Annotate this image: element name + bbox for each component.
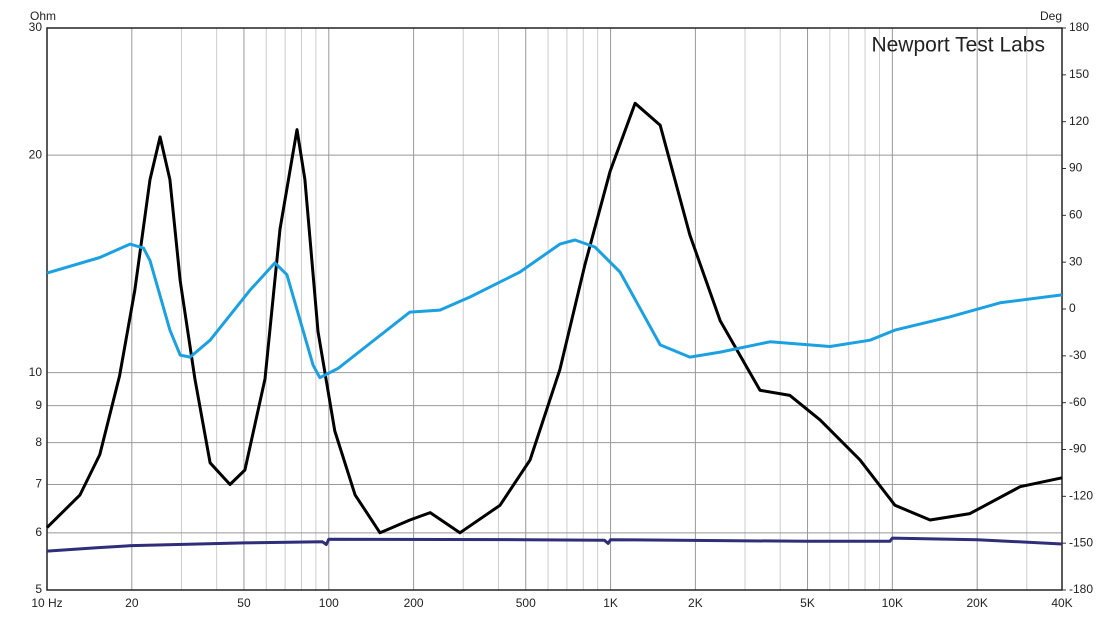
y-axis-label: Ohm xyxy=(30,9,56,23)
annotation: Newport Test Labs xyxy=(871,34,1045,57)
y-tick-label: 6 xyxy=(35,525,42,539)
y2-tick-label: 0 xyxy=(1069,301,1076,315)
x-tick-label: 100 xyxy=(319,596,339,610)
y-tick-label: 5 xyxy=(35,582,42,596)
y-tick-label: 9 xyxy=(35,398,42,412)
x-tick-label: 500 xyxy=(516,596,536,610)
y-tick-label: 10 xyxy=(29,365,43,379)
y2-tick-label: 30 xyxy=(1069,254,1083,268)
y2-tick-label: 60 xyxy=(1069,208,1083,222)
x-tick-label: 10 Hz xyxy=(31,596,62,610)
y2-tick-label: -60 xyxy=(1069,395,1087,409)
y2-tick-label: -30 xyxy=(1069,348,1087,362)
y2-axis-label: Deg xyxy=(1040,9,1062,23)
y-tick-label: 20 xyxy=(29,147,43,161)
x-tick-label: 40K xyxy=(1051,596,1072,610)
x-tick-label: 20K xyxy=(966,596,987,610)
y2-tick-label: 180 xyxy=(1069,20,1089,34)
y-tick-label: 7 xyxy=(35,477,42,491)
x-tick-label: 20 xyxy=(125,596,139,610)
y-tick-label: 30 xyxy=(29,20,43,34)
y2-tick-label: 150 xyxy=(1069,67,1089,81)
series-line xyxy=(46,536,1063,553)
y2-tick-label: -180 xyxy=(1069,582,1093,596)
series-line xyxy=(46,238,1063,380)
x-tick-label: 1K xyxy=(603,596,618,610)
series-line xyxy=(45,101,1063,535)
x-tick-label: 10K xyxy=(882,596,903,610)
plot-frame xyxy=(46,27,1063,591)
x-tick-label: 50 xyxy=(237,596,251,610)
y2-tick-label: -120 xyxy=(1069,489,1093,503)
y2-tick-label: -90 xyxy=(1069,442,1087,456)
y-tick-label: 8 xyxy=(35,435,42,449)
x-tick-label: 200 xyxy=(404,596,424,610)
y2-tick-label: -150 xyxy=(1069,535,1093,549)
x-tick-label: 5K xyxy=(800,596,815,610)
y2-tick-label: 90 xyxy=(1069,161,1083,175)
y2-tick-label: 120 xyxy=(1069,114,1089,128)
x-tick-label: 2K xyxy=(688,596,703,610)
